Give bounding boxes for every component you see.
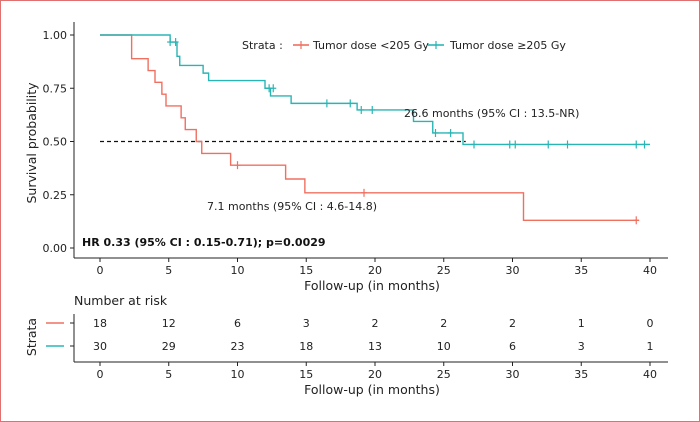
risk-x-tick-label: 35 (574, 368, 588, 381)
risk-count: 3 (578, 340, 585, 353)
risk-x-tick-label: 10 (231, 368, 245, 381)
median-annotation-high-dose: 26.6 months (95% CI : 13.5-NR) (404, 107, 579, 120)
risk-count: 2 (440, 317, 447, 330)
risk-count: 29 (162, 340, 176, 353)
hazard-ratio-annotation: HR 0.33 (95% CI : 0.15-0.71); p=0.0029 (82, 236, 326, 249)
risk-count: 6 (234, 317, 241, 330)
y-tick-label: 1.00 (43, 29, 68, 42)
x-tick-label: 25 (437, 264, 451, 277)
risk-x-tick-label: 5 (165, 368, 172, 381)
y-axis-title: Survival probability (24, 82, 39, 204)
risk-table-title: Number at risk (74, 293, 168, 308)
x-tick-label: 35 (574, 264, 588, 277)
risk-count: 2 (509, 317, 516, 330)
y-tick-label: 0.75 (43, 82, 68, 95)
risk-count: 23 (231, 340, 245, 353)
legend-title: Strata : (242, 39, 283, 52)
x-tick-label: 10 (231, 264, 245, 277)
median-annotation-low-dose: 7.1 months (95% CI : 4.6-14.8) (207, 200, 377, 213)
risk-count: 1 (578, 317, 585, 330)
risk-count: 6 (509, 340, 516, 353)
risk-count: 18 (299, 340, 313, 353)
x-tick-label: 5 (165, 264, 172, 277)
y-tick-label: 0.00 (43, 242, 68, 255)
risk-x-tick-label: 0 (97, 368, 104, 381)
risk-count: 0 (647, 317, 654, 330)
x-tick-label: 30 (506, 264, 520, 277)
x-tick-label: 40 (643, 264, 657, 277)
risk-x-tick-label: 15 (299, 368, 313, 381)
risk-x-tick-label: 40 (643, 368, 657, 381)
x-tick-label: 20 (368, 264, 382, 277)
y-tick-label: 0.25 (43, 189, 68, 202)
risk-count: 1 (647, 340, 654, 353)
risk-count: 2 (372, 317, 379, 330)
x-tick-label: 0 (97, 264, 104, 277)
risk-x-tick-label: 30 (506, 368, 520, 381)
survival-curve-high-dose (100, 34, 650, 146)
risk-count: 18 (93, 317, 107, 330)
x-axis-title: Follow-up (in months) (304, 278, 440, 293)
risk-count: 30 (93, 340, 107, 353)
legend-label-high-dose: Tumor dose ≥205 Gy (449, 39, 566, 52)
risk-count: 3 (303, 317, 310, 330)
risk-count: 12 (162, 317, 176, 330)
risk-x-tick-label: 25 (437, 368, 451, 381)
legend-label-low-dose: Tumor dose <205 Gy (312, 39, 429, 52)
risk-count: 13 (368, 340, 382, 353)
risk-count: 10 (437, 340, 451, 353)
risk-x-tick-label: 20 (368, 368, 382, 381)
risk-table-ylabel: Strata (24, 318, 39, 356)
x-tick-label: 15 (299, 264, 313, 277)
risk-table-xlabel: Follow-up (in months) (304, 382, 440, 397)
survival-curve-low-dose (100, 34, 639, 222)
y-tick-label: 0.50 (43, 136, 68, 149)
